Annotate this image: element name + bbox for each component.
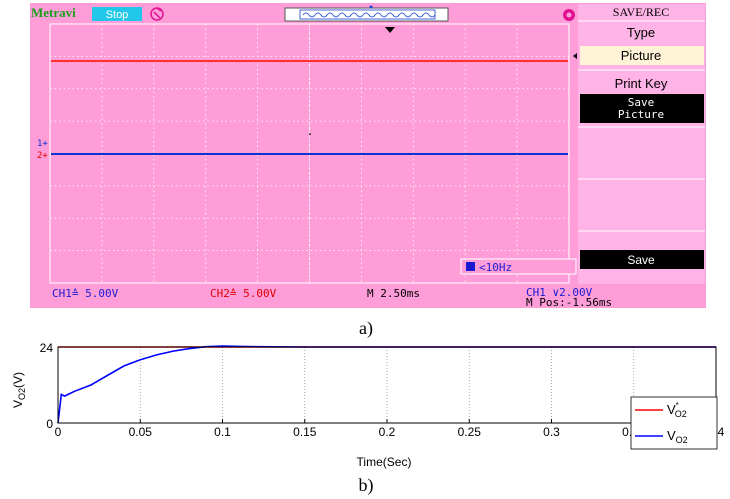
plot-series <box>57 345 716 424</box>
menu-type-value: Picture <box>621 48 661 63</box>
caption-b: b) <box>359 475 374 496</box>
ch1-scale: CH1≙ 5.00V <box>52 287 119 300</box>
trigger-frequency-box <box>460 258 577 275</box>
caption-a: a) <box>359 318 373 339</box>
save-picture-line1: Save <box>628 96 655 109</box>
status-label: Stop <box>106 9 129 21</box>
save-button[interactable] <box>580 250 704 269</box>
legend-box <box>630 396 718 450</box>
output-voltage-line <box>57 345 716 424</box>
plot-grid <box>139 347 635 423</box>
save-picture-button[interactable] <box>580 94 704 123</box>
brand-label: Metravi <box>31 5 76 20</box>
trigger-position-marker <box>385 27 395 33</box>
menu-print-key-label: Print Key <box>615 76 668 91</box>
x-tick-label: 0.3 <box>543 425 560 439</box>
x-tick-label: 0.15 <box>293 425 317 439</box>
x-tick-label: 0.1 <box>214 425 231 439</box>
x-tick-label: 0.05 <box>129 425 153 439</box>
x-tick-label: 0.2 <box>379 425 396 439</box>
legend: V* O2 VO2 <box>630 396 718 450</box>
trigger-frequency-icon <box>466 262 475 271</box>
menu-type-button[interactable] <box>580 46 704 65</box>
y-tick-label: 24 <box>40 341 54 355</box>
menu-type-label: Type <box>627 25 655 40</box>
status-badge <box>92 7 142 21</box>
y-axis-label: VO2(V) <box>11 372 27 408</box>
trigger-setting: CH1 ∨2.00V <box>526 286 593 299</box>
trigger-frequency: <10Hz <box>479 261 512 274</box>
x-axis-label: Time(Sec) <box>357 455 412 469</box>
plot-ticks: 00.050.10.150.20.250.30.350.4024 <box>40 341 725 439</box>
fire-icon <box>150 7 164 21</box>
x-tick-label: 0.25 <box>458 425 482 439</box>
memory-position: M Pos:-1.56ms <box>526 296 612 309</box>
ch2-scale: CH2≙ 5.00V <box>210 287 277 300</box>
timebase: M 2.50ms <box>367 287 420 300</box>
simulation-plot: VO2(V) Time(Sec) 0 0.05 0.1 0.15 0.2 0.25 0.3 0… <box>11 341 725 469</box>
menu-pointer-icon <box>573 53 577 59</box>
ch1-marker: 1+ <box>37 139 48 149</box>
cursor-dot <box>309 133 311 135</box>
plot-frame <box>57 346 717 424</box>
x-tick-label: 0 <box>55 425 62 439</box>
save-picture-line2: Picture <box>618 108 664 121</box>
oscilloscope-screenshot: Metravi Stop 1+ 2+ <box>30 3 706 309</box>
memory-position-indicator <box>284 5 449 22</box>
menu-title: SAVE/REC <box>613 5 669 19</box>
usb-icon <box>563 9 575 21</box>
ch2-marker: 2+ <box>37 151 48 161</box>
save-label: Save <box>627 253 655 267</box>
y-tick-label: 0 <box>46 417 53 431</box>
